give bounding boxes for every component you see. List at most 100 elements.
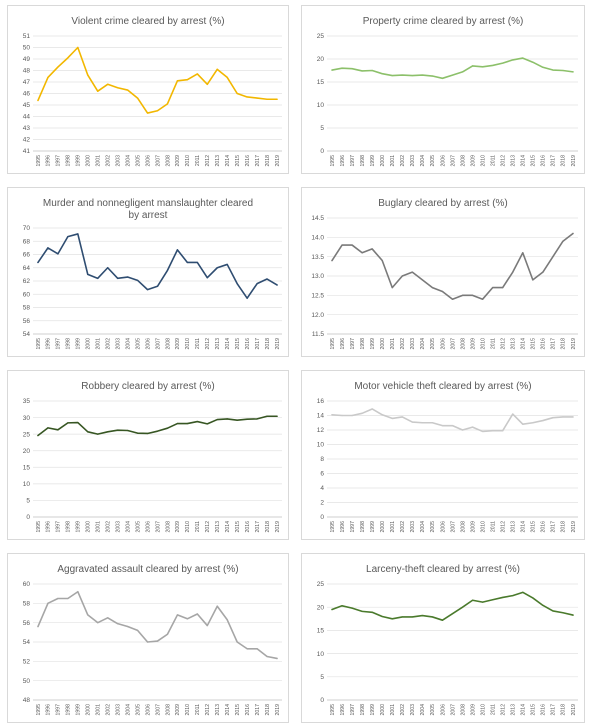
data-point — [421, 74, 423, 76]
x-tick-label: 2006 — [145, 338, 151, 350]
y-tick-label: 43 — [23, 125, 31, 132]
data-point — [451, 613, 454, 615]
x-tick-label: 2003 — [115, 155, 121, 167]
x-tick-label: 2011 — [490, 155, 496, 166]
data-point — [572, 614, 574, 616]
x-tick-label: 2016 — [245, 704, 251, 716]
data-point — [471, 65, 474, 67]
data-point — [186, 618, 188, 620]
x-tick-label: 1996 — [46, 704, 52, 716]
data-point — [47, 247, 49, 249]
x-tick-label: 2001 — [96, 338, 102, 350]
data-point — [411, 421, 413, 423]
data-point — [87, 74, 89, 76]
data-point — [361, 252, 363, 254]
x-tick-label: 2006 — [145, 704, 151, 716]
y-tick-label: 13.5 — [311, 254, 324, 261]
data-point — [451, 298, 454, 300]
x-tick-label: 2010 — [480, 704, 486, 716]
x-tick-label: 2016 — [541, 338, 547, 350]
x-tick-label: 2003 — [410, 521, 416, 533]
data-point — [186, 79, 188, 81]
data-point — [186, 422, 188, 425]
chart-title: Property crime cleared by arrest (%) — [363, 16, 524, 27]
data-point — [351, 68, 353, 70]
x-tick-label: 2008 — [165, 155, 171, 167]
chart-motor-vehicle-theft: Motor vehicle theft cleared by arrest (%… — [301, 370, 585, 540]
data-point — [562, 612, 564, 614]
x-tick-label: 2005 — [430, 521, 436, 533]
x-tick-label: 2013 — [511, 338, 517, 350]
x-tick-label: 2000 — [86, 338, 92, 350]
x-tick-label: 2008 — [165, 338, 171, 350]
x-tick-label: 2016 — [541, 155, 547, 167]
data-point — [371, 611, 373, 613]
data-point — [37, 625, 39, 628]
x-tick-label: 2011 — [490, 521, 496, 532]
y-tick-label: 54 — [23, 639, 31, 646]
data-point — [166, 633, 169, 635]
data-point — [502, 596, 504, 599]
x-tick-label: 2002 — [400, 704, 406, 716]
x-tick-label: 2000 — [86, 521, 92, 533]
data-point — [276, 98, 278, 100]
data-point — [226, 619, 228, 621]
x-tick-label: 1998 — [66, 338, 72, 350]
x-tick-label: 1997 — [56, 338, 62, 350]
y-tick-label: 0 — [26, 514, 30, 521]
x-tick-label: 2005 — [430, 155, 436, 167]
y-tick-label: 6 — [320, 471, 324, 478]
data-point — [451, 74, 454, 76]
data-point — [441, 425, 444, 427]
x-tick-label: 1995 — [330, 338, 336, 350]
series-line — [37, 233, 278, 300]
x-tick-label: 2008 — [460, 704, 466, 716]
x-tick-label: 2012 — [205, 155, 211, 167]
data-point — [87, 273, 89, 275]
y-tick-label: 25 — [317, 581, 325, 588]
y-tick-label: 46 — [23, 91, 31, 98]
data-point — [196, 73, 198, 75]
x-tick-label: 2007 — [450, 338, 456, 350]
x-tick-label: 2013 — [511, 155, 517, 167]
x-tick-label: 2018 — [265, 338, 271, 350]
x-tick-label: 1997 — [56, 155, 62, 167]
data-point — [401, 74, 403, 76]
data-point — [371, 408, 373, 410]
x-tick-label: 2013 — [511, 521, 517, 533]
data-point — [77, 421, 79, 424]
y-tick-label: 12.5 — [311, 293, 324, 300]
y-tick-label: 66 — [23, 252, 31, 259]
chart-title: Murder and nonnegligent manslaughter cle… — [43, 198, 253, 221]
y-tick-label: 10 — [23, 481, 31, 488]
data-point — [266, 98, 268, 100]
y-tick-label: 52 — [23, 659, 31, 666]
chart-title: Buglary cleared by arrest (%) — [378, 198, 508, 209]
data-point — [502, 287, 504, 289]
x-tick-label: 1998 — [66, 155, 72, 167]
data-point — [461, 294, 464, 296]
y-tick-label: 42 — [23, 137, 31, 144]
data-point — [421, 614, 423, 617]
x-tick-label: 2006 — [145, 521, 151, 533]
chart-burglary: Buglary cleared by arrest (%) 11.5 12.0 12.… — [301, 187, 585, 357]
x-tick-label: 2015 — [235, 155, 241, 167]
data-point — [381, 414, 383, 416]
x-tick-label: 2009 — [175, 521, 181, 533]
data-point — [351, 607, 353, 609]
x-tick-label: 2012 — [501, 521, 507, 533]
x-tick-label: 2018 — [265, 521, 271, 533]
data-point — [471, 599, 474, 601]
y-tick-label: 50 — [23, 45, 31, 52]
y-tick-label: 4 — [320, 485, 324, 492]
chart-aggravated-assault: Aggravated assault cleared by arrest (%)… — [7, 553, 289, 723]
data-point — [532, 422, 534, 424]
data-point — [381, 259, 383, 262]
data-point — [441, 619, 444, 621]
y-tick-label: 50 — [23, 678, 31, 685]
x-tick-label: 2007 — [155, 155, 161, 167]
x-tick-label: 2010 — [480, 155, 486, 167]
data-point — [542, 419, 544, 422]
data-point — [381, 73, 383, 75]
y-tick-label: 56 — [23, 318, 31, 325]
